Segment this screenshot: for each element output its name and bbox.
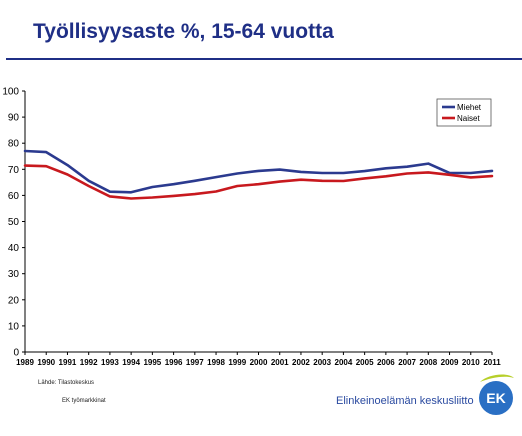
data-point-miehet [215,176,217,178]
data-point-miehet [130,191,132,194]
data-point-miehet [448,172,451,174]
data-point-miehet [321,172,323,174]
data-point-miehet [406,165,408,168]
y-tick-label: 50 [8,217,20,228]
data-point-miehet [257,170,260,172]
data-point-naiset [427,171,430,174]
x-tick-label: 1997 [186,358,204,367]
data-point-miehet [491,170,493,172]
data-point-naiset [215,190,217,193]
data-point-miehet [300,171,302,173]
x-tick-label: 2007 [398,358,416,367]
y-tick-label: 10 [8,321,20,332]
x-tick-label: 2003 [313,358,331,367]
data-point-naiset [151,196,154,199]
data-point-miehet [342,172,345,174]
data-point-miehet [151,186,154,188]
source-sub-label: EK työmarkkinat [62,398,106,404]
y-tick-label: 70 [8,165,20,176]
data-point-miehet [109,190,111,193]
x-tick-label: 2008 [419,358,437,367]
legend-box [436,98,492,127]
x-tick-label: 2009 [441,358,459,367]
x-tick-label: 1995 [143,358,161,367]
data-point-naiset [66,173,69,176]
data-point-naiset [45,165,48,167]
data-point-miehet [45,151,48,153]
data-point-miehet [194,179,196,182]
data-point-naiset [406,172,408,175]
data-point-miehet [87,179,90,182]
chart-legend: Miehet Naiset [436,98,492,127]
x-tick-label: 1999 [228,358,246,367]
x-tick-label: 2010 [462,358,480,367]
legend-label: Miehet [457,103,482,112]
x-tick-label: 2005 [356,358,374,367]
data-point-naiset [130,197,132,200]
y-tick-label: 20 [8,295,20,306]
data-point-naiset [257,183,260,185]
data-point-miehet [278,168,281,171]
legend-label: Naiset [457,114,480,123]
data-point-miehet [172,183,175,185]
x-tick-label: 2011 [483,358,501,367]
title-divider [6,58,522,60]
data-point-naiset [87,185,90,187]
y-tick-label: 0 [13,348,19,359]
data-point-naiset [363,177,366,180]
x-tick-label: 1989 [16,358,34,367]
data-point-miehet [24,150,26,152]
x-tick-label: 1998 [207,358,225,367]
data-point-naiset [300,178,302,181]
y-tick-label: 40 [8,243,20,254]
data-point-naiset [469,176,472,179]
data-point-naiset [109,195,111,198]
y-tick-label: 60 [8,191,20,202]
x-tick-label: 1993 [101,358,119,367]
x-tick-label: 2000 [250,358,268,367]
source-label: Lähde: Tilastokeskus [38,380,95,386]
logo-text: EK [486,390,505,406]
y-tick-label: 100 [2,87,19,98]
y-tick-label: 80 [8,139,20,150]
org-name: Elinkeinoelämän keskusliitto [336,395,474,407]
data-point-miehet [469,172,472,174]
x-tick-label: 1990 [37,358,55,367]
y-tick-label: 30 [8,269,20,280]
data-point-miehet [66,164,69,166]
data-point-naiset [342,180,345,182]
data-point-naiset [172,195,175,197]
slide-title: Työllisyysaste %, 15-64 vuotta [33,20,334,43]
x-tick-label: 1996 [165,358,183,367]
data-point-naiset [236,185,239,187]
x-tick-label: 1992 [80,358,98,367]
x-tick-label: 2002 [292,358,310,367]
data-point-miehet [363,170,366,172]
ek-logo: EK [479,374,514,415]
chart-lines [23,149,494,200]
x-tick-label: 2004 [335,358,353,367]
data-point-naiset [278,180,281,183]
data-point-miehet [385,167,387,170]
x-tick-label: 1991 [59,358,77,367]
data-point-miehet [427,162,430,165]
x-tick-label: 1994 [122,358,140,367]
y-tick-label: 90 [8,113,20,124]
data-point-naiset [491,175,493,177]
data-point-naiset [448,173,451,176]
data-point-naiset [321,179,323,182]
x-tick-label: 2006 [377,358,395,367]
data-point-naiset [385,175,387,178]
data-point-naiset [24,164,26,167]
data-point-miehet [236,172,239,175]
data-point-naiset [194,193,196,195]
x-tick-label: 2001 [271,358,289,367]
